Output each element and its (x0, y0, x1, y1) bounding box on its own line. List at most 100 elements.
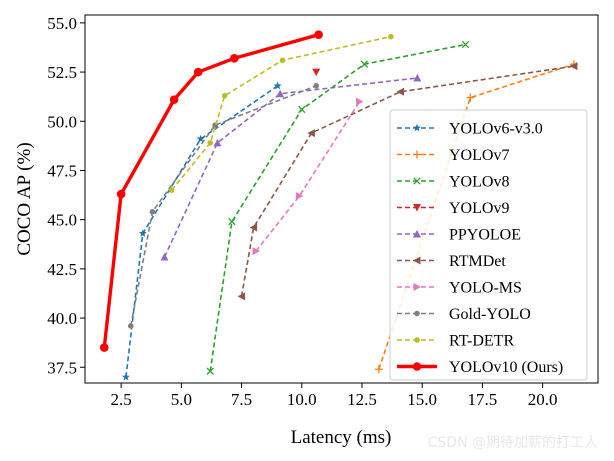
data-point-yolov8 (298, 105, 306, 114)
legend-label: YOLOv7 (449, 147, 509, 164)
data-point-ppyoloe (213, 138, 222, 147)
legend-marker (413, 123, 421, 132)
data-point-yolov7 (466, 93, 475, 102)
legend-entry-rtmdet: RTMDet (397, 253, 506, 270)
data-point-yolov10-ours (193, 67, 203, 77)
legend: YOLOv6-v3.0 YOLOv7 YOLOv8 YOLOv9 PPYOLOE RTMD… (389, 109, 588, 381)
data-point-rtmdet (396, 87, 405, 96)
legend-marker (413, 177, 421, 185)
data-point-rtmdet (249, 223, 258, 232)
y-axis-label: COCO AP (%) (14, 142, 35, 255)
series-line-yolov10-ours (102, 32, 321, 350)
legend-label: YOLOv9 (449, 200, 509, 217)
legend-label: YOLOv8 (449, 174, 509, 191)
legend-entry-rt-detr: RT-DETR (397, 333, 514, 350)
data-point-yolov8 (206, 367, 214, 375)
legend-marker (414, 310, 420, 317)
data-point-rt-detr (168, 187, 175, 193)
legend-entry-gold-yolo: Gold-YOLO (397, 306, 531, 323)
y-tick-label: 50.0 (47, 112, 77, 131)
y-tick-label: 40.0 (47, 309, 77, 328)
series-line-ppyoloe (163, 77, 418, 258)
series-line-yolo-ms (255, 101, 361, 252)
x-tick-label: 17.5 (468, 390, 498, 409)
x-tick-label: 15.0 (407, 390, 437, 409)
y-tick-label: 55.0 (47, 14, 77, 33)
data-point-yolo-ms (252, 247, 260, 256)
data-point-gold-yolo (127, 323, 134, 329)
data-point-ppyoloe (276, 89, 285, 98)
x-tick-label: 12.5 (347, 390, 377, 409)
data-point-ppyoloe (160, 253, 169, 261)
x-tick-label: 20.0 (528, 390, 558, 409)
data-point-yolo-ms (356, 97, 364, 106)
data-point-yolov6-v3-0 (121, 372, 130, 381)
legend-box (389, 109, 588, 381)
legend-label: RT-DETR (449, 333, 514, 350)
series-rt-detr (168, 33, 394, 193)
plot-frame (84, 14, 599, 384)
data-point-rtmdet (569, 62, 578, 71)
series-yolo-ms (252, 97, 364, 256)
legend-marker (413, 283, 421, 291)
legend-marker (414, 337, 420, 343)
y-tick-label: 42.5 (47, 260, 77, 279)
x-tick-label: 5.0 (171, 390, 192, 409)
data-point-yolov6-v3-0 (138, 229, 147, 237)
data-point-yolov10-ours (230, 53, 239, 63)
series-yolov8 (206, 40, 470, 375)
legend-label: RTMDet (449, 253, 506, 270)
series-gold-yolo (127, 83, 320, 329)
legend-entry-yolov10-ours: YOLOv10 (Ours) (397, 359, 563, 376)
series-yolov6-v3-0 (121, 81, 282, 381)
legend-marker (413, 204, 421, 212)
series-yolov10-ours (99, 30, 323, 352)
legend-entry-yolov8: YOLOv8 (397, 174, 509, 191)
data-point-yolov10-ours (314, 30, 323, 39)
data-point-rt-detr (388, 33, 394, 40)
data-point-rt-detr (207, 140, 214, 146)
legend-entry-yolov7: YOLOv7 (397, 147, 509, 164)
data-point-gold-yolo (313, 83, 320, 89)
x-axis-ticks: 2.5 5.0 7.5 10.0 12.5 15.0 17.5 20.0 (111, 383, 558, 409)
data-point-yolov10-ours (99, 343, 109, 352)
y-axis-ticks: 37.5 40.0 42.5 45.0 47.5 50.0 52.5 55.0 (47, 14, 85, 377)
legend-marker (412, 362, 422, 371)
data-point-yolov8 (461, 40, 470, 49)
legend-marker (413, 256, 421, 265)
y-tick-label: 52.5 (47, 63, 77, 82)
x-tick-label: 10.0 (287, 390, 317, 409)
legend-label: YOLOv6-v3.0 (449, 121, 543, 138)
series-yolov9 (312, 68, 321, 77)
data-point-rt-detr (279, 57, 286, 64)
data-point-rt-detr (221, 92, 228, 99)
legend-entry-ppyoloe: PPYOLOE (397, 227, 521, 244)
series-ppyoloe (160, 73, 422, 261)
data-point-yolov7 (374, 365, 383, 374)
legend-label: PPYOLOE (449, 227, 521, 244)
series-line-rt-detr (171, 35, 392, 191)
legend-label: YOLOv10 (Ours) (449, 359, 563, 376)
data-point-yolo-ms (295, 192, 304, 201)
legend-label: Gold-YOLO (449, 306, 531, 323)
legend-entry-yolo-ms: YOLO-MS (397, 280, 522, 297)
watermark: CSDN @期待加薪的打工人 (428, 434, 598, 451)
x-tick-label: 7.5 (231, 390, 252, 409)
data-point-yolov10-ours (169, 95, 179, 104)
data-point-yolov8 (360, 60, 369, 68)
x-axis-label: Latency (ms) (291, 427, 392, 448)
data-point-gold-yolo (149, 208, 156, 215)
legend-label: YOLO-MS (449, 280, 522, 297)
data-point-yolov6-v3-0 (196, 134, 205, 143)
data-point-rtmdet (237, 292, 246, 301)
legend-entry-yolov6-v3-0: YOLOv6-v3.0 (397, 121, 543, 138)
data-point-yolov8 (228, 217, 236, 226)
x-tick-label: 2.5 (111, 390, 132, 409)
data-point-yolov9 (312, 68, 321, 77)
legend-marker (413, 230, 421, 238)
y-tick-label: 45.0 (47, 211, 77, 230)
data-point-ppyoloe (413, 73, 422, 82)
data-point-rtmdet (307, 129, 315, 138)
series-rtmdet (237, 62, 578, 301)
